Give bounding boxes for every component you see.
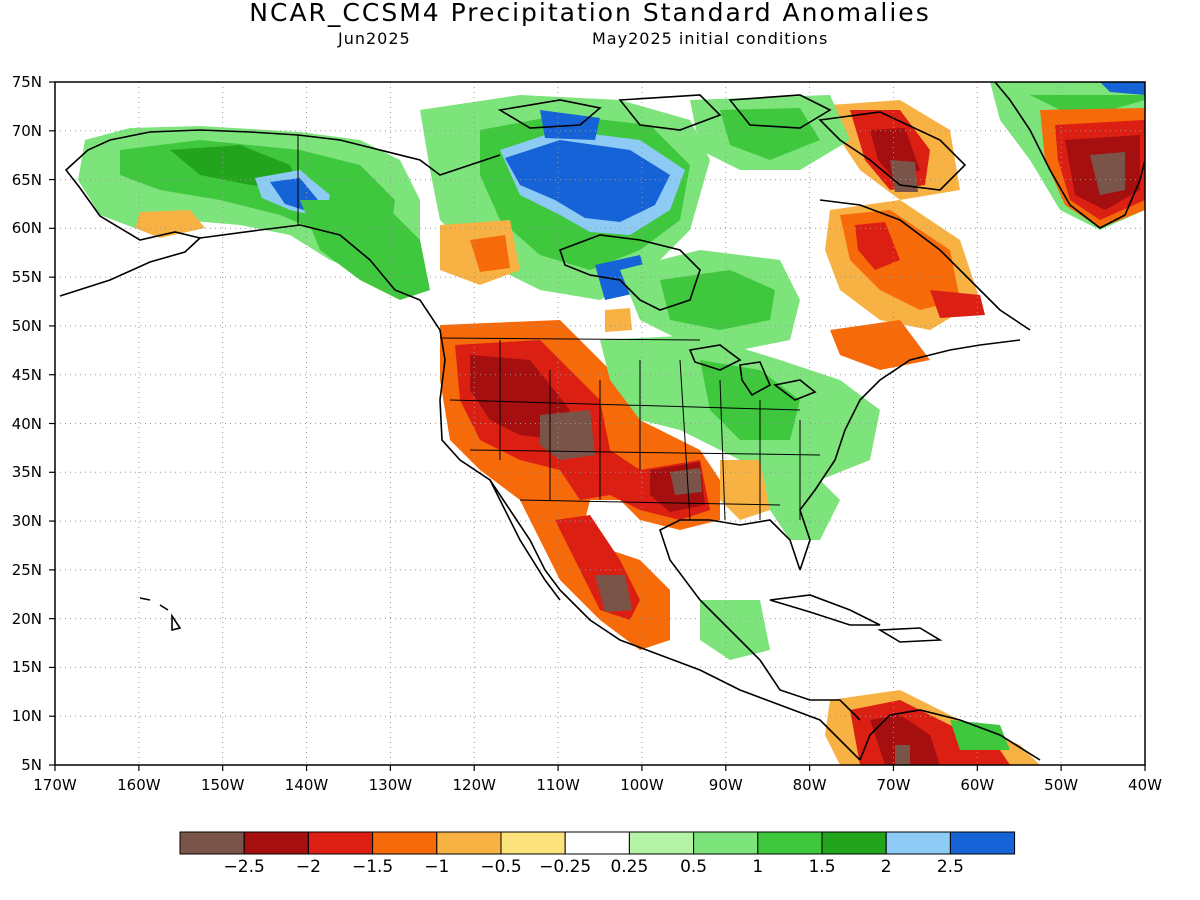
anomaly-shading: [78, 82, 1145, 765]
lon-label: 110W: [536, 776, 580, 794]
lat-label: 30N: [11, 512, 42, 531]
colorbar-swatch: [436, 831, 502, 855]
colorbar-swatch: [693, 831, 759, 855]
lat-label: 10N: [11, 707, 42, 726]
state-borders: [297, 135, 821, 521]
colorbar-label: 0.25: [610, 857, 649, 877]
axis-ticks: [49, 81, 1146, 771]
colorbar-label: 1: [752, 857, 764, 877]
colorbar-swatch: [949, 831, 1016, 855]
lon-label: 170W: [33, 776, 77, 794]
colorbar-swatch: [372, 831, 438, 855]
lon-label: 90W: [708, 776, 743, 794]
lon-label: 140W: [284, 776, 329, 794]
colorbar-swatch: [243, 831, 309, 855]
colorbar-swatch: [564, 831, 630, 855]
lat-label: 75N: [11, 73, 42, 91]
lat-label: 20N: [11, 609, 42, 628]
colorbar-swatch: [179, 831, 245, 855]
lat-label: 70N: [11, 121, 42, 140]
lat-label: 40N: [11, 414, 42, 433]
lon-label: 40W: [1128, 776, 1162, 794]
lon-label: 50W: [1044, 776, 1079, 794]
lon-label: 130W: [368, 776, 413, 794]
lat-label: 5N: [21, 756, 42, 774]
colorbar-swatch: [500, 831, 566, 855]
colorbar-label: 0.5: [680, 857, 708, 877]
colorbar-swatch: [628, 831, 695, 855]
lat-label: 45N: [11, 365, 42, 384]
colorbar-label: −0.25: [539, 857, 592, 877]
colorbar-swatch: [885, 831, 951, 855]
colorbar-swatch: [307, 831, 374, 855]
lat-label: 65N: [11, 170, 42, 189]
colorbar-label: −1: [424, 857, 450, 877]
lat-label: 55N: [11, 268, 42, 287]
colorbar-label: −1.5: [351, 857, 394, 877]
lon-label: 150W: [200, 776, 245, 794]
lon-label: 120W: [452, 776, 496, 794]
lat-label: 50N: [11, 316, 42, 335]
lon-label: 160W: [117, 776, 161, 794]
map-title: NCAR_CCSM4 Precipitation Standard Anomal…: [249, 0, 931, 27]
initial-conditions: May2025 initial conditions: [592, 29, 829, 48]
four-corners-extreme-dry: [540, 410, 595, 460]
colorbar-label: 1.5: [808, 857, 836, 877]
colorbar-swatch: [757, 831, 823, 855]
lon-label: 80W: [792, 776, 827, 794]
lat-label: 25N: [11, 560, 42, 579]
lon-label: 60W: [960, 776, 995, 794]
lat-label: 15N: [11, 658, 42, 677]
south-central-extreme-dry: [670, 468, 702, 495]
coastlines: [59, 82, 1145, 761]
lon-label: 100W: [620, 776, 664, 794]
lon-label: 70W: [876, 776, 911, 794]
lat-label: 60N: [11, 219, 42, 238]
colorbar-label: 2.5: [936, 857, 964, 877]
forecast-month: Jun2025: [338, 29, 411, 48]
colorbar-label: −0.5: [480, 857, 522, 877]
lat-label: 35N: [11, 463, 42, 482]
colorbar-label: −2.5: [223, 857, 265, 877]
colorbar-label: 2: [880, 857, 892, 877]
colorbar-swatch: [821, 831, 887, 855]
colorbar-label: −2: [295, 857, 321, 877]
colorbar: [179, 831, 1016, 855]
